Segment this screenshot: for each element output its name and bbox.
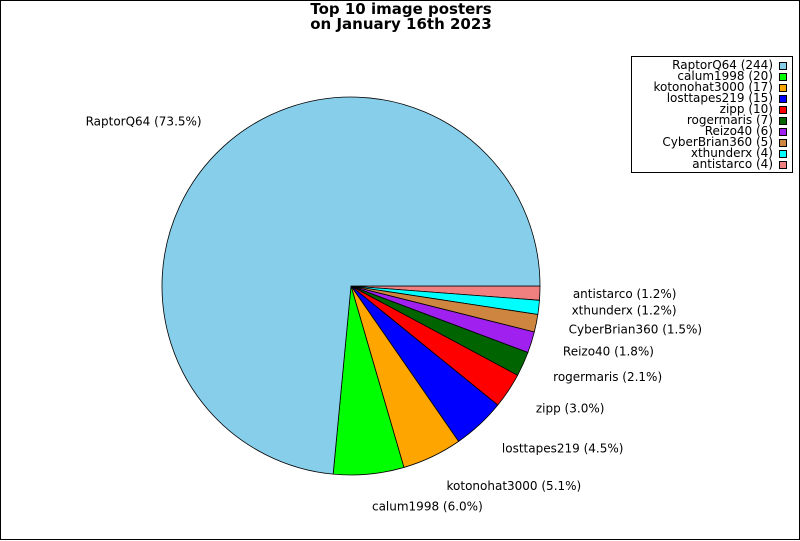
legend-swatch [779,160,787,169]
legend-item-losttapes219: losttapes219 (15) [636,91,787,105]
legend-item-kotonohat3000: kotonohat3000 (17) [636,80,787,94]
legend-label: CyberBrian360 (5) [662,135,773,149]
legend-swatch [779,61,787,70]
legend-swatch [779,127,787,136]
legend-swatch [779,138,787,147]
slice-label-kotonohat3000: kotonohat3000 (5.1%) [447,479,582,493]
legend-item-cyberbrian360: CyberBrian360 (5) [636,135,787,149]
legend-swatch [779,105,787,114]
legend-item-zipp: zipp (10) [636,102,787,116]
legend-label: calum1998 (20) [677,69,773,83]
slice-label-reizo40: Reizo40 (1.8%) [563,345,654,359]
legend-item-rogermaris: rogermaris (7) [636,113,787,127]
legend: RaptorQ64 (244) calum1998 (20) kotonohat30… [631,56,793,173]
slice-label-losttapes219: losttapes219 (4.5%) [502,441,624,455]
slice-label-xthunderx: xthunderx (1.2%) [572,304,677,318]
slice-label-zipp: zipp (3.0%) [536,401,605,415]
pie-slice-raptorq64 [161,96,541,475]
legend-label: xthunderx (4) [690,146,773,160]
chart-title-line-2: on January 16th 2023 [310,15,492,33]
slice-label-cyberbrian360: CyberBrian360 (1.5%) [569,322,702,336]
legend-item-calum1998: calum1998 (20) [636,69,787,83]
slice-label-raptorq64: RaptorQ64 (73.5%) [86,114,202,128]
legend-label: RaptorQ64 (244) [672,58,773,72]
legend-label: Reizo40 (6) [704,124,773,138]
legend-item-reizo40: Reizo40 (6) [636,124,787,138]
legend-item-xthunderx: xthunderx (4) [636,146,787,160]
legend-swatch [779,116,787,125]
legend-label: losttapes219 (15) [666,91,773,105]
legend-item-raptorq64: RaptorQ64 (244) [636,58,787,72]
chart-title: Top 10 image posters on January 16th 202… [1,2,800,32]
legend-swatch [779,149,787,158]
legend-swatch [779,72,787,81]
legend-label: zipp (10) [719,102,773,116]
legend-label: kotonohat3000 (17) [653,80,773,94]
legend-swatch [779,83,787,92]
legend-item-antistarco: antistarco (4) [636,157,787,171]
legend-label: antistarco (4) [692,157,773,171]
slice-label-antistarco: antistarco (1.2%) [573,287,677,301]
legend-label: rogermaris (7) [686,113,773,127]
slice-label-calum1998: calum1998 (6.0%) [372,500,483,514]
slice-label-rogermaris: rogermaris (2.1%) [553,370,662,384]
legend-swatch [779,94,787,103]
chart-title-line-1: Top 10 image posters [310,0,492,18]
